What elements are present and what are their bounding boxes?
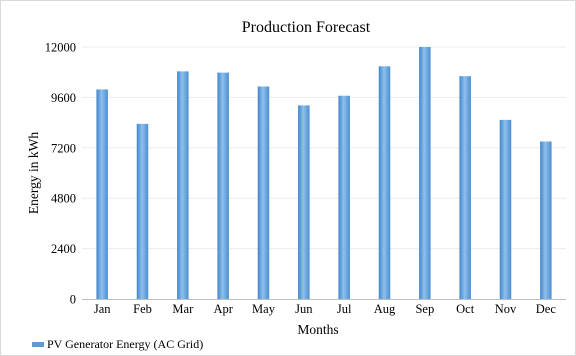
x-tick-label: Sep — [415, 302, 434, 316]
bar-sep — [419, 47, 431, 299]
y-tick-label: 4800 — [51, 192, 76, 206]
y-tick-label: 12000 — [45, 41, 76, 55]
y-axis-ticks: 0 2400 4800 7200 9600 12000 — [45, 41, 76, 307]
bar-jul — [338, 95, 350, 299]
bars — [96, 47, 552, 300]
y-tick-label: 9600 — [51, 91, 76, 105]
legend-label: PV Generator Energy (AC Grid) — [47, 337, 203, 351]
x-tick-label: Apr — [213, 302, 233, 316]
gridlines — [82, 46, 566, 250]
bar-apr — [217, 72, 229, 300]
x-tick-label: May — [252, 302, 276, 316]
x-axis-ticks: Jan Feb Mar Apr May Jun Jul Aug Sep Oct Nov Dec — [94, 302, 557, 316]
legend-swatch — [32, 342, 44, 347]
bar-jan — [96, 89, 108, 299]
y-tick-label: 2400 — [51, 242, 76, 256]
bar-oct — [459, 76, 471, 299]
legend: PV Generator Energy (AC Grid) — [32, 337, 203, 351]
bar-jun — [298, 105, 310, 299]
x-tick-label: Dec — [536, 302, 557, 316]
x-tick-label: Aug — [374, 302, 396, 316]
x-tick-label: Jun — [295, 302, 313, 316]
bar-feb — [136, 123, 149, 299]
x-tick-label: Nov — [495, 302, 517, 316]
y-axis-label: Energy in kWh — [26, 132, 41, 214]
bar-dec — [540, 141, 552, 299]
y-tick-label: 7200 — [51, 141, 76, 155]
x-tick-label: Feb — [133, 302, 152, 316]
bar-aug — [378, 66, 391, 299]
bar-mar — [177, 71, 189, 299]
bar-nov — [499, 119, 512, 300]
y-tick-label: 0 — [70, 293, 76, 307]
x-tick-label: Jan — [94, 302, 111, 316]
x-axis-label: Months — [297, 322, 338, 337]
x-tick-label: Mar — [172, 302, 194, 316]
chart-title: Production Forecast — [242, 19, 371, 36]
bar-may — [257, 86, 270, 299]
x-tick-label: Jul — [337, 302, 352, 316]
x-tick-label: Oct — [456, 302, 475, 316]
